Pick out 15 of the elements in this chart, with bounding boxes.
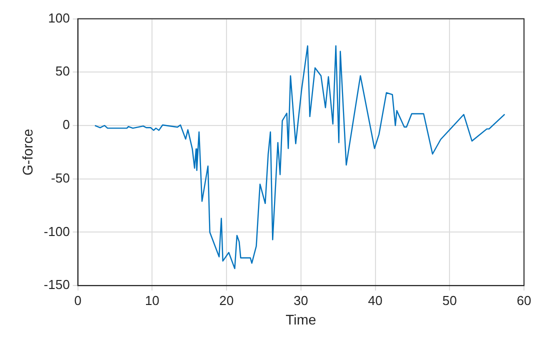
y-axis-title: G-force xyxy=(19,128,36,176)
y-tick-label: -50 xyxy=(51,170,70,186)
x-tick-label: 30 xyxy=(294,292,308,308)
y-tick-label: 50 xyxy=(55,64,70,79)
y-tick-label: -100 xyxy=(44,224,70,239)
x-axis-title: Time xyxy=(286,311,316,328)
x-tick-label: 20 xyxy=(219,292,234,308)
x-tick-label: 40 xyxy=(368,292,383,308)
x-tick-label: 50 xyxy=(442,292,457,308)
x-tick-label: 60 xyxy=(516,292,532,308)
y-tick-label: 100 xyxy=(48,10,70,26)
y-tick-label: -150 xyxy=(44,277,70,292)
y-tick-label: 0 xyxy=(62,117,70,132)
x-tick-label: 0 xyxy=(74,292,82,308)
x-tick-label: 10 xyxy=(144,292,160,308)
